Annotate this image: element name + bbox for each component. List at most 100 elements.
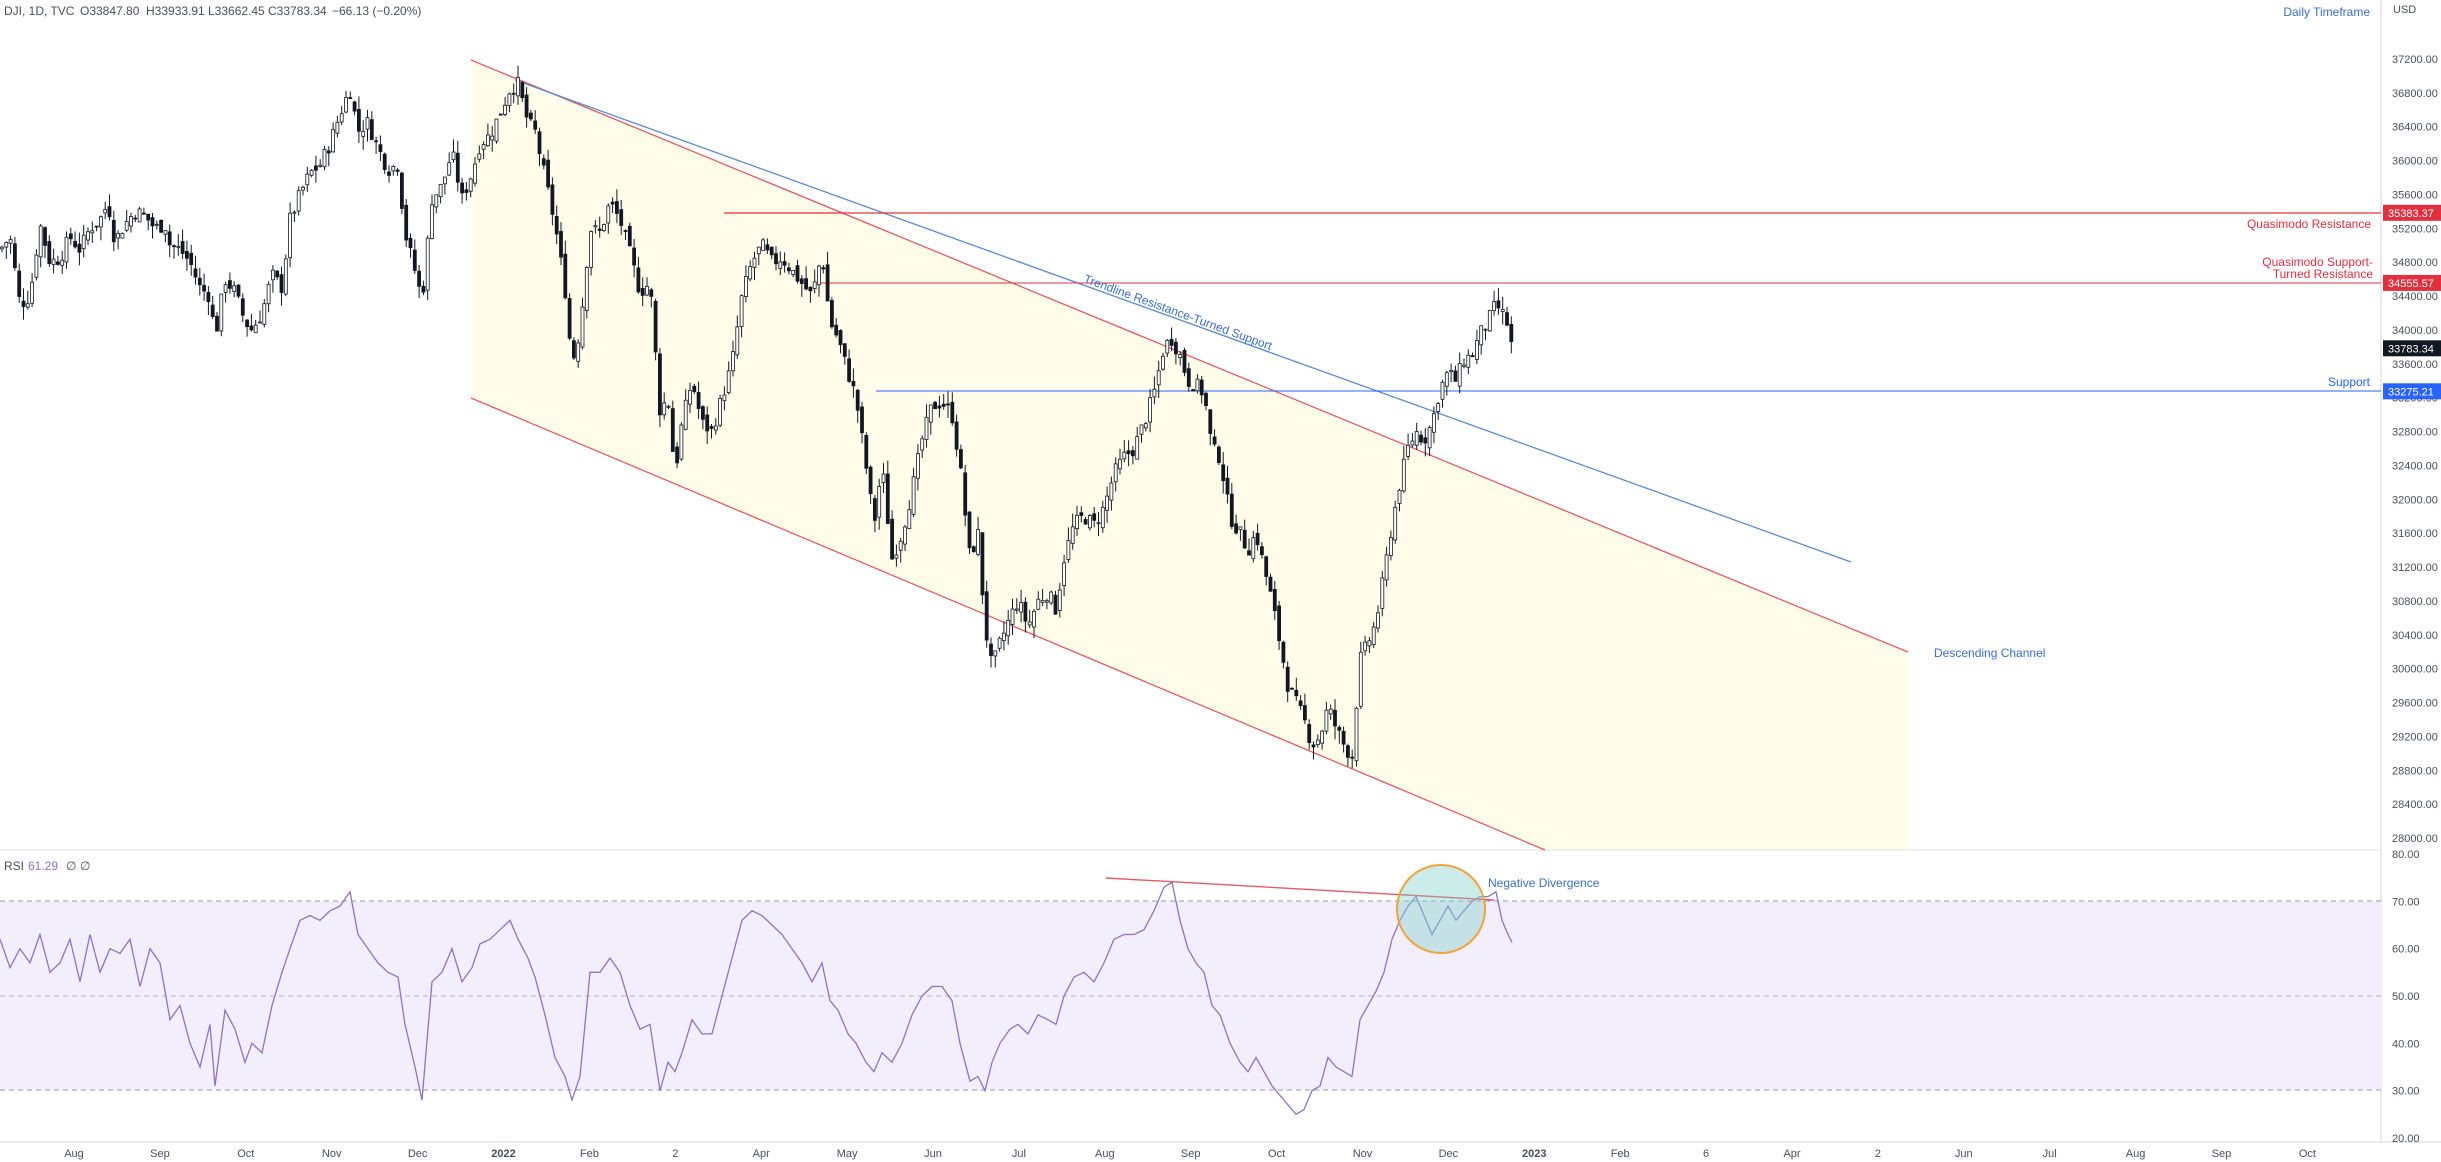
- candle-up: [752, 257, 757, 268]
- price-tick-label: 28000.00: [2392, 833, 2438, 845]
- candle-up: [232, 285, 237, 293]
- candle-up: [688, 390, 692, 405]
- candle-down: [808, 286, 813, 292]
- candle-up: [748, 266, 753, 280]
- price-axis[interactable]: 37200.00 36800.00 36400.00 36000.00 35600.00…: [2392, 54, 2438, 845]
- candle-down: [210, 304, 215, 317]
- candle-up: [4, 241, 9, 248]
- candle-down: [765, 244, 770, 251]
- rsi-legend-extra-2: ∅: [80, 859, 90, 873]
- candle-down: [455, 152, 460, 183]
- candle-up: [1135, 436, 1140, 460]
- quasimodo-support-label-2: Turned Resistance: [2273, 267, 2374, 281]
- candle-down: [705, 414, 710, 432]
- price-tick-label: 32000.00: [2392, 494, 2438, 506]
- candle-down: [47, 241, 52, 264]
- candle-down: [1281, 641, 1286, 663]
- price-tick-label: 30000.00: [2392, 664, 2438, 676]
- candle-up: [335, 121, 340, 134]
- price-tag-bg: [2383, 274, 2441, 291]
- candle-down: [933, 401, 937, 410]
- price-tick-label: 32400.00: [2392, 460, 2438, 472]
- rsi-axis[interactable]: 80.00 70.00 60.00 50.00 40.00 30.00 20.00: [2392, 849, 2420, 1145]
- candle-up: [576, 342, 581, 362]
- candle-down: [245, 319, 250, 328]
- candle-down: [804, 278, 808, 290]
- candle-down: [387, 171, 391, 176]
- candle-up: [1414, 431, 1419, 446]
- time-tick-label: Jul: [1012, 1148, 1026, 1160]
- candle-down: [1285, 666, 1290, 692]
- time-axis[interactable]: Aug Sep Oct Nov Dec 2022 Feb 2 Apr May Jun Jul Aug Se…: [64, 1148, 2316, 1160]
- candle-down: [971, 546, 976, 553]
- candle-up: [735, 326, 740, 356]
- time-tick-label: Aug: [1095, 1148, 1115, 1160]
- price-tag-label: 35383.37: [2388, 208, 2434, 220]
- candle-up: [296, 190, 301, 212]
- candle-up: [739, 295, 744, 327]
- price-tick-label: 36800.00: [2392, 88, 2438, 100]
- candle-down: [670, 408, 675, 452]
- candle-down: [369, 119, 374, 140]
- candle-down: [1199, 379, 1204, 396]
- time-tick-label: Sep: [1181, 1148, 1201, 1160]
- candle-down: [1505, 312, 1509, 326]
- candle-up: [1165, 339, 1170, 354]
- candle-up: [976, 529, 980, 555]
- quasimodo-resistance-label: Quasimodo Resistance: [2247, 217, 2371, 231]
- candle-down: [197, 277, 202, 286]
- price-tick-label: 36400.00: [2392, 122, 2438, 134]
- time-tick-label: Dec: [1439, 1148, 1459, 1160]
- candle-down: [227, 280, 232, 289]
- candle-up: [924, 416, 929, 440]
- candle-down: [111, 219, 116, 243]
- candle-up: [1251, 537, 1256, 560]
- candle-up: [903, 526, 907, 545]
- candle-down: [554, 216, 559, 235]
- symbol-label: DJI, 1D, TVC: [4, 4, 75, 18]
- candle-down: [533, 120, 538, 130]
- candle-up: [791, 269, 796, 275]
- price-tick-label: 36000.00: [2392, 156, 2438, 168]
- candle-down: [559, 231, 563, 258]
- candle-up: [1019, 602, 1023, 613]
- candle-up: [283, 258, 288, 295]
- candle-down: [404, 204, 409, 241]
- candle-down: [460, 182, 465, 194]
- candle-down: [1311, 744, 1316, 748]
- candle-up: [1096, 522, 1101, 525]
- candle-up: [1371, 626, 1376, 645]
- candle-up: [1088, 515, 1092, 529]
- time-tick-label: Oct: [237, 1148, 254, 1160]
- candle-up: [154, 223, 159, 226]
- candle-up: [25, 303, 30, 308]
- candle-up: [1410, 440, 1415, 446]
- candle-down: [864, 435, 869, 469]
- rsi-tick-label: 70.00: [2392, 896, 2420, 908]
- candle-up: [331, 129, 336, 153]
- candle-up: [997, 637, 1002, 649]
- candle-up: [907, 509, 912, 530]
- candle-up: [1070, 526, 1075, 544]
- candle-up: [1483, 328, 1488, 331]
- candle-down: [524, 94, 529, 118]
- candle-down: [873, 498, 877, 521]
- candle-down: [653, 300, 658, 353]
- candle-down: [1191, 389, 1195, 392]
- divergence-circle: [1396, 864, 1486, 954]
- candle-down: [610, 201, 615, 205]
- candle-up: [447, 162, 452, 176]
- candle-up: [761, 239, 765, 251]
- candle-down: [640, 287, 645, 296]
- rsi-tick-label: 80.00: [2392, 849, 2420, 861]
- candle-down: [378, 144, 383, 152]
- candle-down: [572, 340, 576, 359]
- time-tick-label: 2: [1875, 1148, 1881, 1160]
- price-tick-label: 37200.00: [2392, 54, 2438, 66]
- candle-down: [326, 150, 331, 154]
- candle-up: [430, 204, 434, 240]
- candle-up: [1057, 589, 1062, 611]
- price-tag-bg: [2383, 204, 2441, 221]
- candle-down: [989, 643, 993, 656]
- candle-down: [1092, 513, 1097, 521]
